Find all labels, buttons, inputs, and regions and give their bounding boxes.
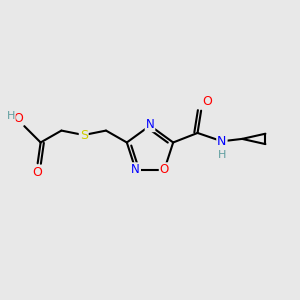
- Text: O: O: [33, 166, 43, 179]
- Text: O: O: [13, 112, 23, 124]
- Text: S: S: [80, 128, 88, 142]
- Text: N: N: [131, 163, 140, 176]
- Text: N: N: [146, 118, 154, 131]
- Text: N: N: [217, 135, 226, 148]
- Text: O: O: [202, 95, 212, 108]
- Text: H: H: [6, 111, 15, 121]
- Text: O: O: [160, 163, 169, 176]
- Text: H: H: [218, 150, 227, 160]
